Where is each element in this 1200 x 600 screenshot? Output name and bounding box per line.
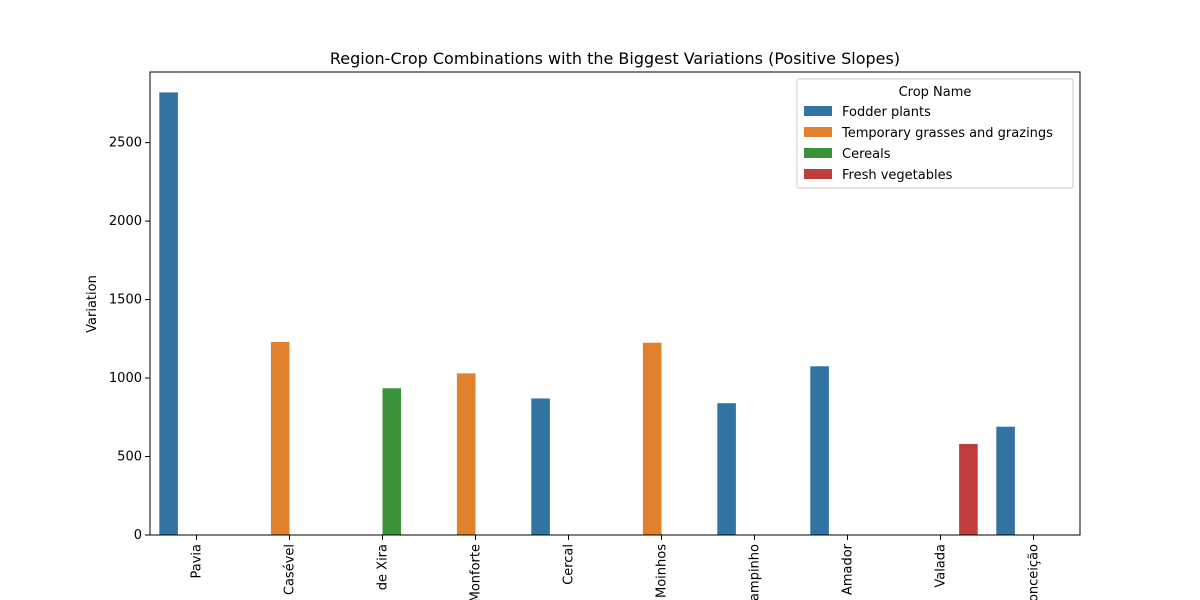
chart-title: Region-Crop Combinations with the Bigges… [330, 49, 900, 68]
y-tick-label: 2000 [109, 214, 142, 229]
x-tick-label: onceição [1027, 544, 1042, 600]
legend-label: Fresh vegetables [842, 168, 953, 183]
legend-swatch [804, 106, 832, 116]
plot-frame [149, 71, 1081, 536]
legend-box [796, 78, 1074, 189]
bar [270, 341, 290, 535]
bar [959, 443, 978, 535]
legend-swatch [804, 127, 832, 137]
x-tick-label: Valada [934, 544, 949, 588]
x-tick-label: Cercal [562, 544, 577, 585]
y-tick-label: 2500 [109, 136, 142, 151]
legend-label: Cereals [842, 147, 891, 162]
bar [159, 92, 178, 536]
x-tick-label: de Xira [376, 544, 391, 590]
x-tick-label: ampinho [748, 544, 763, 600]
bar [531, 398, 550, 535]
x-tick-label: Moinhos [655, 544, 670, 598]
x-tick-label: Monforte [469, 544, 484, 600]
legend-title: Crop Name [899, 85, 972, 100]
y-axis-label: Variation [85, 275, 100, 333]
bar [717, 403, 736, 535]
bar [810, 366, 829, 535]
x-tick-label: Casével [283, 544, 298, 595]
bar [382, 388, 402, 535]
y-tick-label: 0 [134, 528, 142, 543]
x-tick-label: Amador [841, 543, 856, 595]
y-tick-label: 1500 [109, 293, 142, 308]
legend-swatch [804, 148, 832, 158]
x-tick-label: Pavia [190, 544, 205, 579]
bar [996, 426, 1015, 535]
bar [642, 342, 662, 535]
legend-swatch [804, 169, 832, 179]
y-tick-label: 1000 [109, 371, 142, 386]
bar [456, 373, 476, 535]
legend-label: Temporary grasses and grazings [841, 126, 1053, 141]
legend: Crop Name Fodder plants Temporary grasses … [796, 78, 1074, 189]
y-tick-label: 500 [117, 450, 142, 465]
legend-label: Fodder plants [842, 105, 931, 120]
